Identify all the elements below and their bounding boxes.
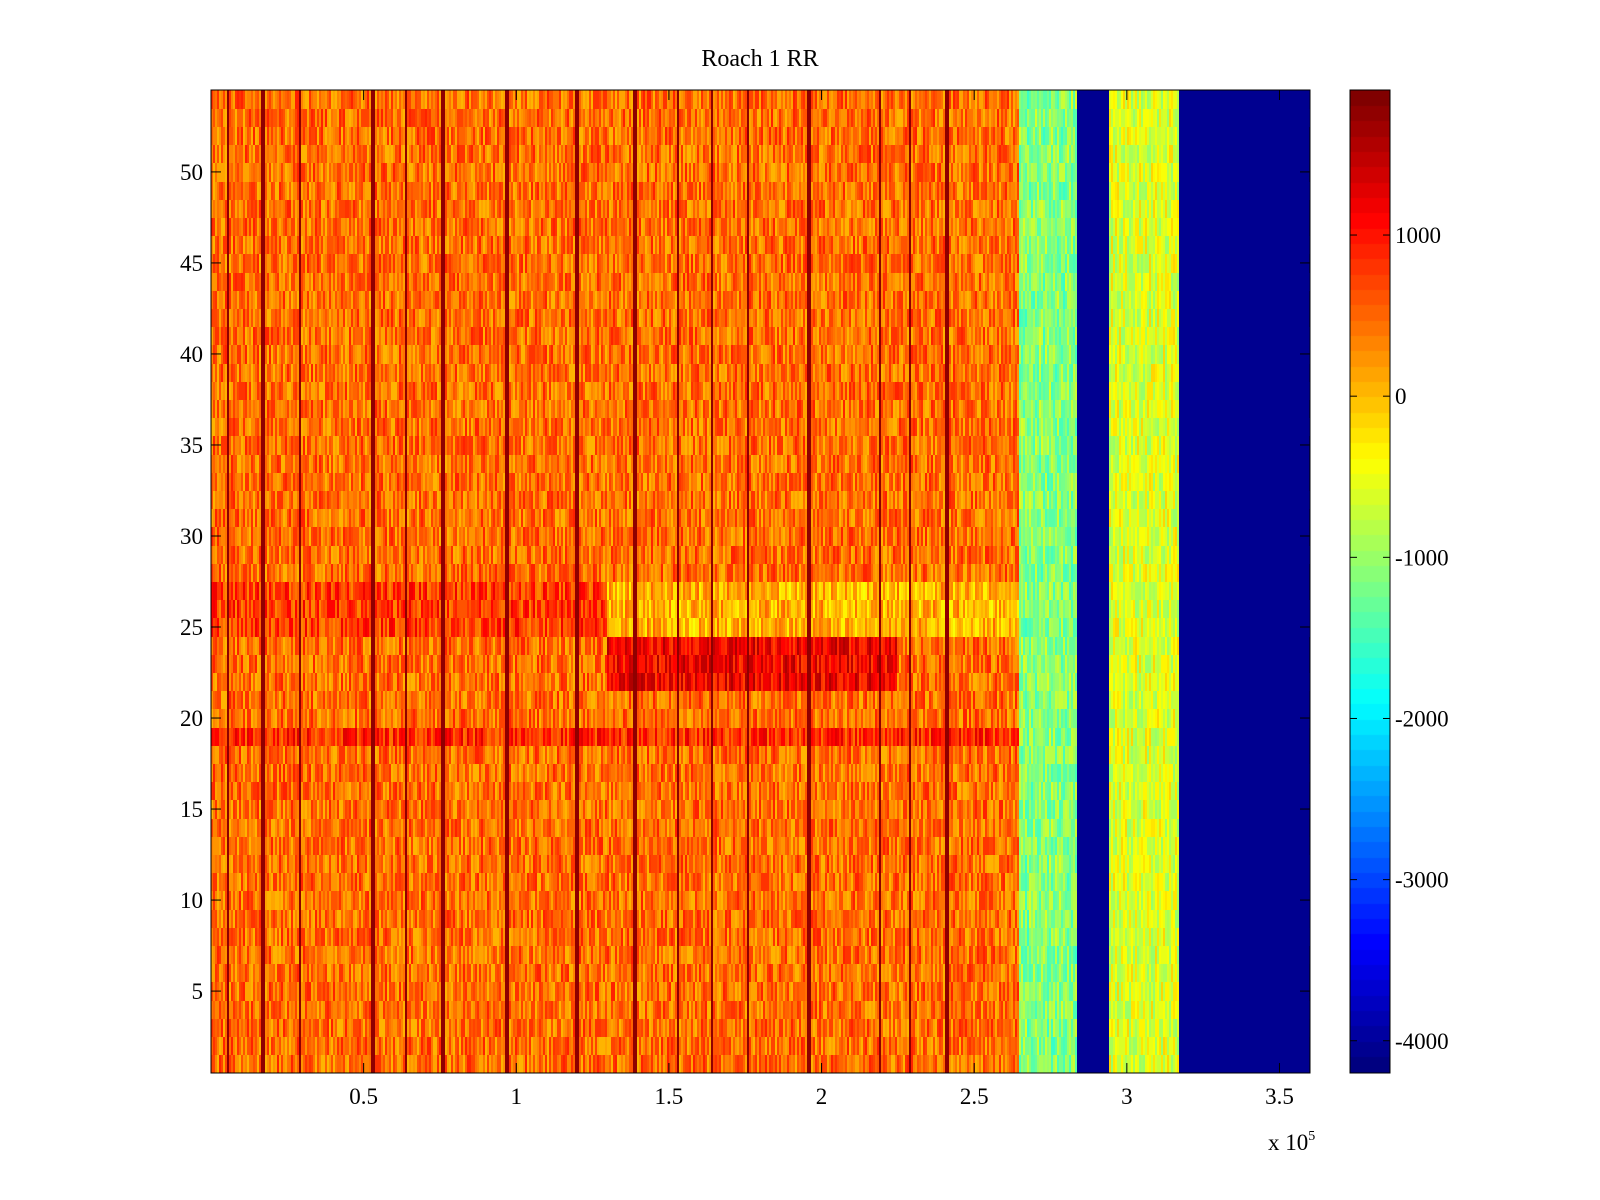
- colorbar-tick-label: -2000: [1395, 706, 1449, 731]
- y-tick-label: 45: [180, 251, 203, 276]
- y-tick-label: 50: [180, 160, 203, 185]
- x-tick-label: 3.5: [1265, 1084, 1294, 1109]
- colorbar-tick-label: 1000: [1395, 223, 1441, 248]
- y-tick-label: 10: [180, 888, 203, 913]
- y-tick-label: 15: [180, 797, 203, 822]
- colorbar-tick-label: 0: [1395, 384, 1407, 409]
- y-tick-label: 40: [180, 342, 203, 367]
- colorbar-frame: [1349, 89, 1391, 1074]
- colorbar-tick-label: -4000: [1395, 1029, 1449, 1054]
- y-tick-label: 25: [180, 615, 203, 640]
- colorbar-ticks: 1000 0 -1000 -2000 -3000 -4000: [1350, 223, 1449, 1054]
- x-tick-label: 2.5: [960, 1084, 989, 1109]
- x-tick-label: 1: [511, 1084, 523, 1109]
- plot-frame: [210, 89, 1311, 1074]
- colorbar-tick-label: -1000: [1395, 545, 1449, 570]
- x-tick-label: 1.5: [655, 1084, 684, 1109]
- y-tick-label: 30: [180, 524, 203, 549]
- y-tick-label: 5: [192, 979, 204, 1004]
- y-axis-ticks: 5 10 15 20 25 30 35 40 45 50: [180, 160, 1310, 1004]
- x-multiplier-exponent: 5: [1308, 1129, 1315, 1144]
- x-multiplier-base: x 10: [1268, 1130, 1308, 1155]
- x-tick-label: 0.5: [349, 1084, 378, 1109]
- chart-title: Roach 1 RR: [701, 46, 818, 72]
- heatmap-image: [211, 90, 1310, 1073]
- y-tick-label: 20: [180, 706, 203, 731]
- y-tick-label: 35: [180, 433, 203, 458]
- x-tick-label: 3: [1121, 1084, 1133, 1109]
- colorbar-image: [1350, 90, 1390, 1073]
- x-axis-ticks: 0.5 1 1.5 2 2.5 3 3.5: [349, 90, 1294, 1109]
- x-tick-label: 2: [816, 1084, 828, 1109]
- x-multiplier: x 105: [1268, 1129, 1315, 1155]
- colorbar-tick-label: -3000: [1395, 868, 1449, 893]
